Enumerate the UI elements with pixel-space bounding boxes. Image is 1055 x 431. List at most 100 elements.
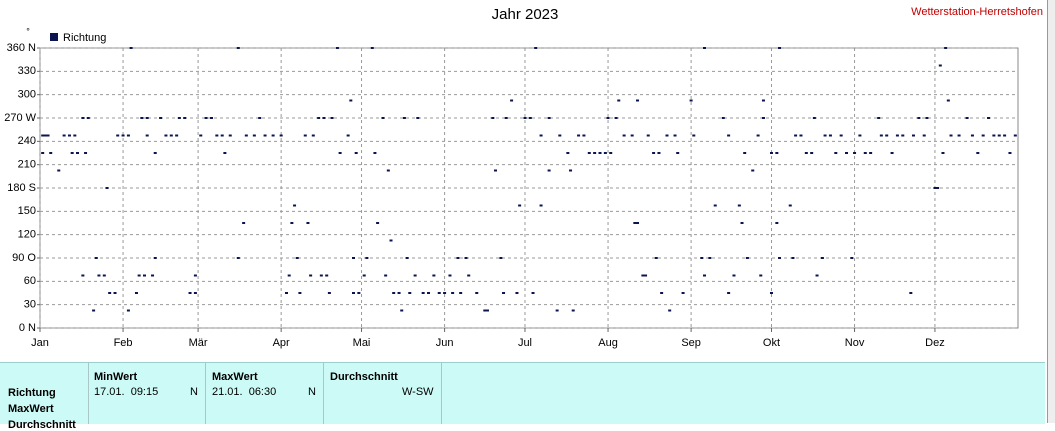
separator xyxy=(205,363,206,424)
data-point xyxy=(692,134,696,137)
data-point xyxy=(84,152,88,154)
data-point xyxy=(761,117,765,119)
cell: W-SW xyxy=(402,386,434,398)
data-point xyxy=(721,117,725,119)
data-point xyxy=(142,274,146,277)
data-point xyxy=(555,309,559,312)
data-point xyxy=(164,134,168,137)
data-point xyxy=(936,187,940,189)
data-point xyxy=(351,257,355,259)
data-point xyxy=(603,152,607,154)
data-point xyxy=(443,292,447,294)
data-point xyxy=(622,134,626,137)
data-point xyxy=(41,152,45,154)
data-point xyxy=(373,152,377,154)
data-point xyxy=(209,117,213,119)
data-point xyxy=(569,169,573,172)
data-point xyxy=(941,152,945,154)
data-point xyxy=(327,292,331,294)
data-point xyxy=(1003,134,1007,137)
data-point xyxy=(901,134,905,137)
data-point xyxy=(215,134,219,137)
legend-label: Richtung xyxy=(63,32,106,44)
data-point xyxy=(349,99,353,102)
data-point xyxy=(319,274,323,277)
data-point xyxy=(351,292,355,294)
data-point xyxy=(778,257,782,259)
data-point xyxy=(673,134,677,137)
data-point xyxy=(791,257,795,259)
data-point xyxy=(456,257,460,259)
data-point xyxy=(309,274,313,277)
data-point xyxy=(877,117,881,119)
data-point xyxy=(566,152,570,154)
x-tick-label: Okt xyxy=(763,337,780,349)
data-point xyxy=(62,134,66,137)
x-tick-label: Aug xyxy=(598,337,618,349)
data-point xyxy=(140,117,144,119)
data-point xyxy=(298,292,302,294)
data-point xyxy=(778,47,782,49)
data-point xyxy=(853,152,857,154)
data-point xyxy=(311,134,315,137)
data-point xyxy=(761,99,765,102)
data-point xyxy=(815,274,819,277)
data-point xyxy=(657,152,661,154)
data-point xyxy=(1013,134,1017,137)
data-point xyxy=(504,117,508,119)
data-point xyxy=(689,99,693,102)
station-name: Wetterstation-Herretshofen xyxy=(911,6,1043,18)
column-header: Durchschnitt xyxy=(330,371,398,383)
data-point xyxy=(159,117,163,119)
data-point xyxy=(76,152,80,154)
data-point xyxy=(992,134,996,137)
data-point xyxy=(593,152,597,154)
data-point xyxy=(421,292,425,294)
data-point xyxy=(175,134,179,137)
data-point xyxy=(609,152,613,154)
data-point xyxy=(539,204,543,207)
data-point xyxy=(665,134,669,137)
column-header: MaxWert xyxy=(212,371,258,383)
data-point xyxy=(949,134,953,137)
data-point xyxy=(346,134,350,137)
data-point xyxy=(869,152,873,154)
data-point xyxy=(204,117,208,119)
data-point xyxy=(547,117,551,119)
data-point xyxy=(558,134,562,137)
y-tick-label: 330 xyxy=(18,65,36,77)
data-point xyxy=(105,187,109,189)
data-point xyxy=(357,292,361,294)
data-point xyxy=(386,169,390,172)
y-tick-label: 240 xyxy=(18,135,36,147)
data-point xyxy=(700,257,704,259)
data-point xyxy=(236,257,240,259)
data-point xyxy=(654,257,658,259)
data-point xyxy=(70,152,74,154)
data-point xyxy=(129,47,133,49)
x-tick-label: Apr xyxy=(273,337,290,349)
data-point xyxy=(427,292,431,294)
x-tick-label: Nov xyxy=(845,337,865,349)
data-point xyxy=(397,292,401,294)
data-point xyxy=(81,274,85,277)
x-tick-label: Jan xyxy=(31,337,49,349)
data-point xyxy=(681,292,685,294)
data-point xyxy=(879,134,883,137)
data-point xyxy=(912,134,916,137)
data-point xyxy=(745,257,749,259)
data-point xyxy=(145,134,149,137)
data-point xyxy=(775,222,779,224)
data-point xyxy=(938,64,942,67)
data-point xyxy=(413,274,417,277)
data-point xyxy=(976,152,980,154)
data-point xyxy=(392,292,396,294)
data-point xyxy=(737,204,741,207)
data-point xyxy=(400,309,404,312)
data-point xyxy=(354,152,358,154)
cell: 17.01. 09:15 xyxy=(94,386,159,398)
stats-panel: MinWert MaxWert Durchschnitt Richtung Ma… xyxy=(0,362,1045,431)
column-header: MinWert xyxy=(94,371,138,383)
data-point xyxy=(743,152,747,154)
data-point xyxy=(252,134,256,137)
